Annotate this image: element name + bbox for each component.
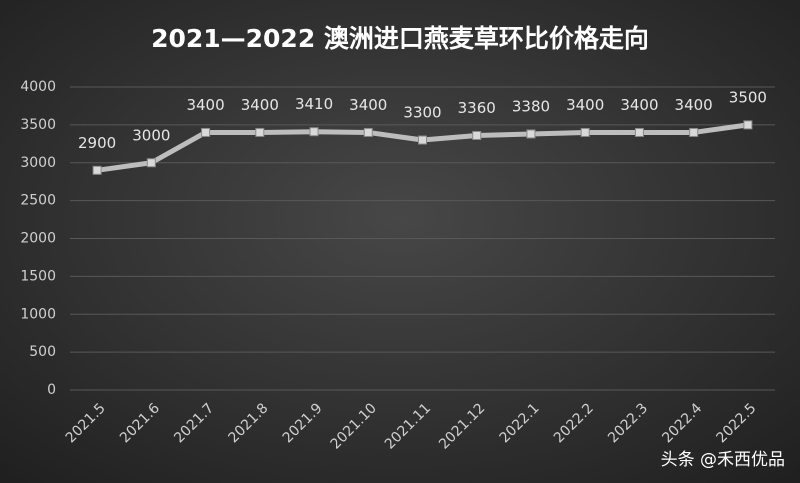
y-tick-label: 4000 <box>20 79 56 95</box>
data-label: 3360 <box>458 99 496 117</box>
y-tick-label: 1000 <box>20 306 56 322</box>
marker <box>634 127 644 137</box>
y-tick-label: 0 <box>47 382 56 398</box>
data-label: 3500 <box>729 88 767 106</box>
data-label: 3410 <box>295 95 333 113</box>
marker <box>418 135 427 145</box>
marker <box>526 129 536 139</box>
marker <box>309 127 319 137</box>
y-tick-label: 2000 <box>20 231 56 247</box>
data-label: 3380 <box>512 97 550 115</box>
marker <box>146 158 156 168</box>
marker <box>689 127 699 137</box>
y-tick-label: 1500 <box>20 268 56 284</box>
marker <box>201 127 211 137</box>
marker <box>363 127 373 137</box>
marker <box>255 127 265 137</box>
y-tick-label: 3500 <box>20 117 56 133</box>
marker <box>580 127 590 137</box>
data-label: 3400 <box>620 96 658 114</box>
marker <box>743 120 753 130</box>
y-tick-label: 500 <box>29 344 56 360</box>
data-label: 3300 <box>403 104 441 122</box>
data-label: 3400 <box>241 96 279 114</box>
watermark: 头条 @禾西优品 <box>661 450 785 470</box>
data-label: 3400 <box>566 96 604 114</box>
y-tick-label: 2500 <box>20 193 56 209</box>
marker <box>92 165 102 175</box>
data-label: 2900 <box>78 134 116 152</box>
chart-title: 2021—2022 澳洲进口燕麦草环比价格走向 <box>151 24 649 53</box>
data-label: 3000 <box>132 126 170 144</box>
y-tick-label: 3000 <box>20 155 56 171</box>
data-label: 3400 <box>675 96 713 114</box>
data-label: 3400 <box>186 96 224 114</box>
data-label: 3400 <box>349 96 387 114</box>
marker <box>472 130 482 140</box>
